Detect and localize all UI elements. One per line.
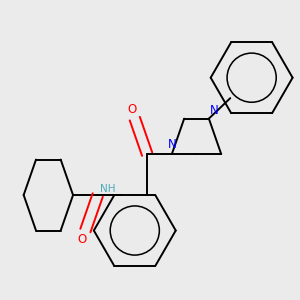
Text: O: O <box>77 233 86 247</box>
Text: O: O <box>127 103 136 116</box>
Text: N: N <box>210 104 219 117</box>
Text: NH: NH <box>100 184 115 194</box>
Text: N: N <box>167 138 176 151</box>
